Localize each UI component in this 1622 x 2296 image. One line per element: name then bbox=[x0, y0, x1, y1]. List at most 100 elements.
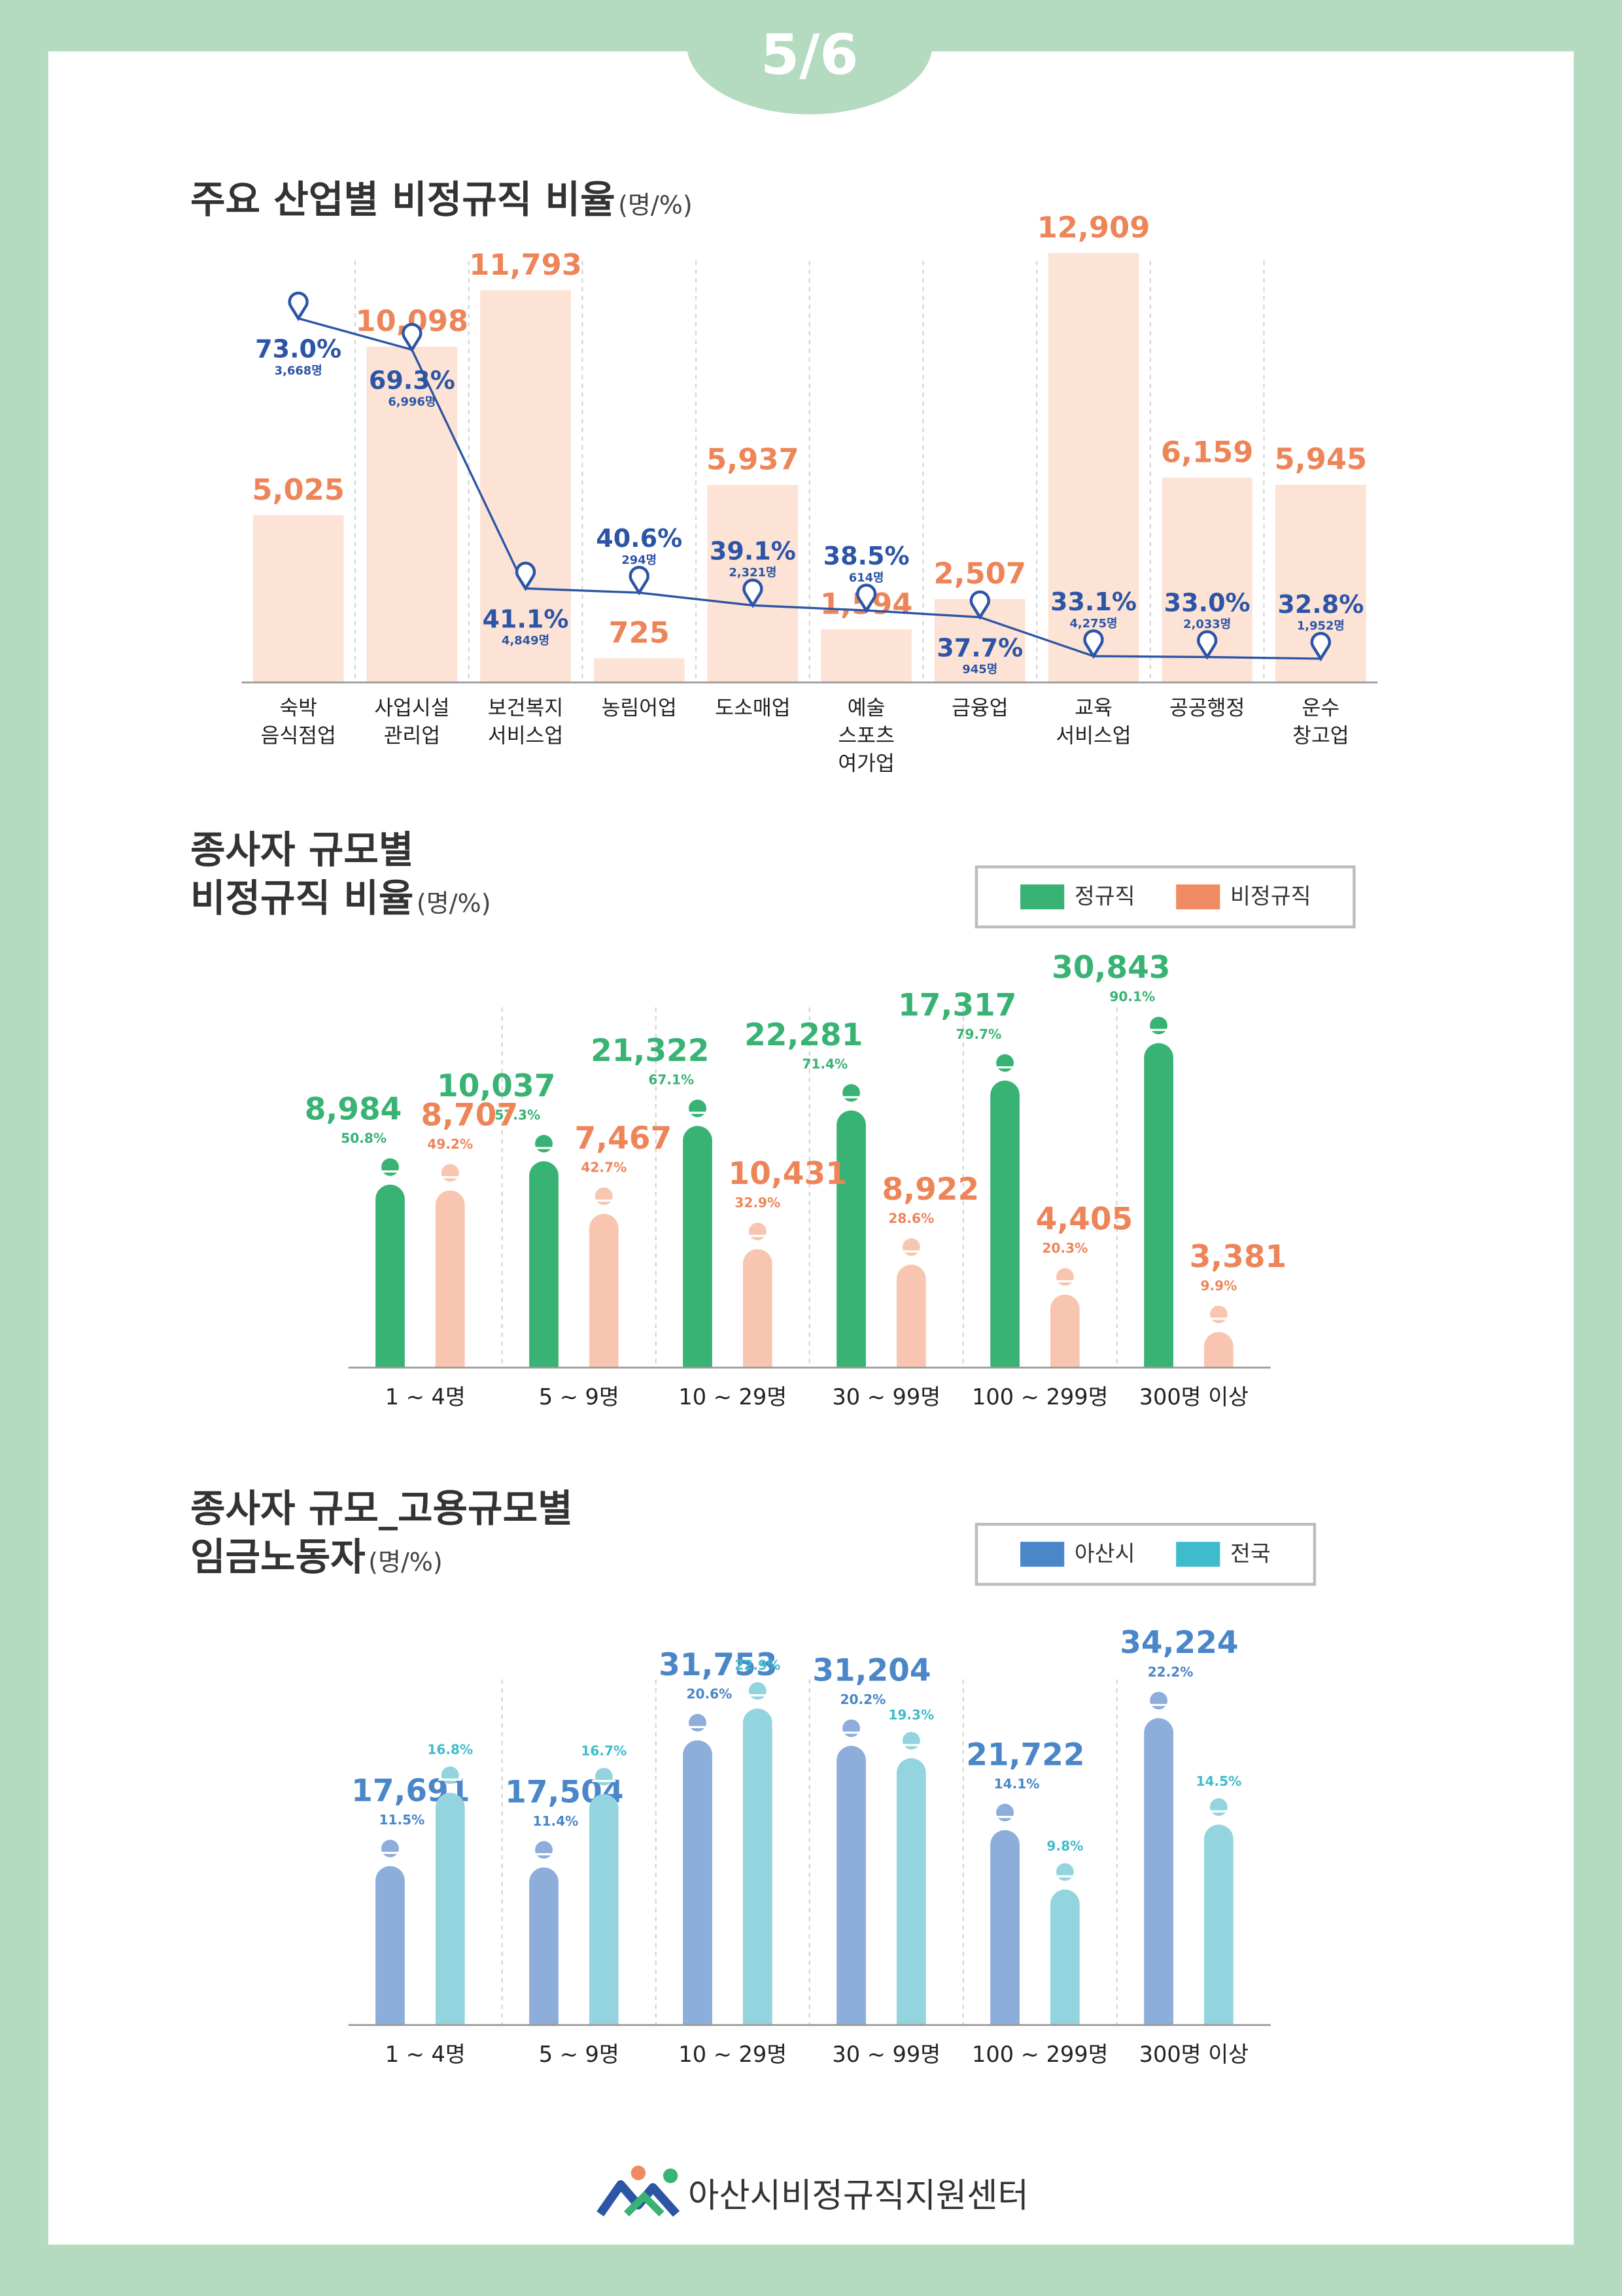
x-tick-label: 금융업 bbox=[952, 697, 1008, 720]
x-tick-label: 스포츠 bbox=[838, 724, 894, 748]
x-tick-label: 교육 bbox=[1075, 697, 1113, 720]
footer-logo bbox=[596, 2165, 680, 2217]
count-label: 7,467 bbox=[575, 1121, 672, 1157]
helmet-icon bbox=[902, 1731, 920, 1750]
x-tick-label: 100 ~ 299명 bbox=[972, 2042, 1108, 2067]
helmet-icon bbox=[996, 1054, 1014, 1072]
percent-label: 22.2% bbox=[1148, 1664, 1194, 1680]
legend-swatch bbox=[1020, 1542, 1065, 1567]
line-value-label: 41.1% bbox=[483, 604, 569, 633]
helmet-icon bbox=[1150, 1692, 1168, 1710]
percent-label: 20.3% bbox=[1042, 1240, 1088, 1256]
helmet-icon bbox=[842, 1084, 860, 1102]
line-count-label: 2,033명 bbox=[1183, 617, 1231, 631]
bar bbox=[375, 1866, 405, 2025]
helmet-icon bbox=[535, 1841, 553, 1859]
count-label: 31,204 bbox=[812, 1652, 931, 1688]
line-value-label: 39.1% bbox=[710, 536, 796, 565]
pin bbox=[402, 322, 423, 353]
helmet-icon bbox=[1150, 1017, 1168, 1035]
count-label: 3,381 bbox=[1190, 1239, 1287, 1275]
bar bbox=[1203, 1332, 1234, 1368]
count-label: 17,317 bbox=[898, 987, 1016, 1023]
line-count-label: 6,996명 bbox=[388, 395, 436, 409]
bar bbox=[990, 1830, 1020, 2025]
helmet-icon bbox=[441, 1766, 459, 1784]
bar bbox=[1048, 252, 1139, 683]
chart-unit: (명/%) bbox=[618, 190, 693, 219]
x-tick-label: 10 ~ 29명 bbox=[678, 2042, 787, 2067]
chart-unit: (명/%) bbox=[417, 889, 491, 918]
legend-swatch bbox=[1020, 884, 1065, 910]
legend-swatch bbox=[1176, 1542, 1220, 1567]
percent-label: 19.3% bbox=[888, 1707, 934, 1723]
pin bbox=[1310, 632, 1331, 662]
line-count-label: 945명 bbox=[962, 663, 997, 676]
x-tick-label: 보건복지 bbox=[488, 697, 563, 720]
x-tick-label: 음식점업 bbox=[261, 724, 336, 748]
bar bbox=[821, 629, 912, 683]
helmet-icon bbox=[1209, 1305, 1228, 1323]
helmet-icon bbox=[381, 1158, 399, 1176]
line-value-label: 37.7% bbox=[937, 633, 1023, 662]
helmet-icon bbox=[842, 1719, 860, 1737]
bar-value-label: 11,793 bbox=[469, 247, 582, 282]
x-tick-label: 30 ~ 99명 bbox=[832, 1384, 940, 1410]
x-tick-label: 300명 이상 bbox=[1139, 1384, 1249, 1410]
bar-value-label: 5,025 bbox=[252, 472, 345, 507]
count-label: 21,322 bbox=[591, 1033, 709, 1069]
helmet-icon bbox=[748, 1682, 767, 1700]
line-count-label: 614명 bbox=[849, 571, 884, 585]
percent-label: 71.4% bbox=[802, 1056, 848, 1072]
count-label: 8,984 bbox=[305, 1092, 402, 1128]
line-count-label: 4,275명 bbox=[1069, 617, 1117, 631]
bar bbox=[683, 1126, 712, 1368]
x-tick-label: 100 ~ 299명 bbox=[972, 1384, 1108, 1410]
legend-label: 아산시 bbox=[1075, 1541, 1135, 1567]
helmet-icon bbox=[1056, 1863, 1074, 1881]
bar-value-label: 6,159 bbox=[1161, 434, 1254, 469]
x-tick-label: 5 ~ 9명 bbox=[539, 1384, 619, 1410]
chart-unit: (명/%) bbox=[368, 1548, 443, 1576]
line-value-label: 40.6% bbox=[596, 524, 682, 553]
x-tick-label: 1 ~ 4명 bbox=[385, 2042, 466, 2067]
line-value-label: 33.0% bbox=[1164, 588, 1251, 617]
count-label: 30,843 bbox=[1052, 950, 1170, 986]
bar-value-label: 725 bbox=[609, 616, 670, 650]
bar bbox=[589, 1794, 619, 2025]
percent-label: 49.2% bbox=[427, 1136, 473, 1152]
bar-value-label: 5,945 bbox=[1275, 442, 1368, 476]
line-value-label: 73.0% bbox=[255, 334, 341, 363]
percent-label: 90.1% bbox=[1109, 989, 1155, 1005]
helmet-icon bbox=[381, 1839, 399, 1858]
x-tick-label: 5 ~ 9명 bbox=[539, 2042, 619, 2067]
helmet-icon bbox=[441, 1164, 459, 1182]
legend-label: 비정규직 bbox=[1230, 884, 1311, 909]
helmet-icon bbox=[595, 1187, 613, 1206]
helmet-icon bbox=[689, 1714, 706, 1732]
bar bbox=[837, 1745, 866, 2025]
count-label: 8,707 bbox=[421, 1097, 519, 1133]
x-tick-label: 사업시설 bbox=[374, 697, 449, 720]
x-tick-label: 30 ~ 99명 bbox=[832, 2042, 940, 2067]
helmet-icon bbox=[902, 1238, 920, 1256]
count-label: 31,753 bbox=[659, 1647, 777, 1683]
count-label: 8,922 bbox=[882, 1172, 980, 1208]
line-value-label: 32.8% bbox=[1277, 590, 1364, 619]
helmet-icon bbox=[689, 1099, 706, 1117]
percent-label: 42.7% bbox=[581, 1160, 627, 1175]
bar bbox=[683, 1740, 712, 2025]
bar-value-label: 2,507 bbox=[934, 556, 1027, 591]
line-count-label: 294명 bbox=[621, 553, 657, 567]
percent-label: 16.8% bbox=[427, 1741, 473, 1757]
chart-title: 종사자 규모별 bbox=[190, 827, 413, 872]
percent-label: 11.5% bbox=[379, 1812, 424, 1828]
count-label: 4,405 bbox=[1036, 1202, 1133, 1238]
line-count-label: 4,849명 bbox=[502, 634, 549, 648]
percent-label: 20.6% bbox=[687, 1686, 733, 1702]
bar bbox=[837, 1110, 866, 1368]
legend-label: 전국 bbox=[1230, 1541, 1271, 1567]
legend-label: 정규직 bbox=[1075, 884, 1135, 909]
pin bbox=[629, 566, 649, 596]
